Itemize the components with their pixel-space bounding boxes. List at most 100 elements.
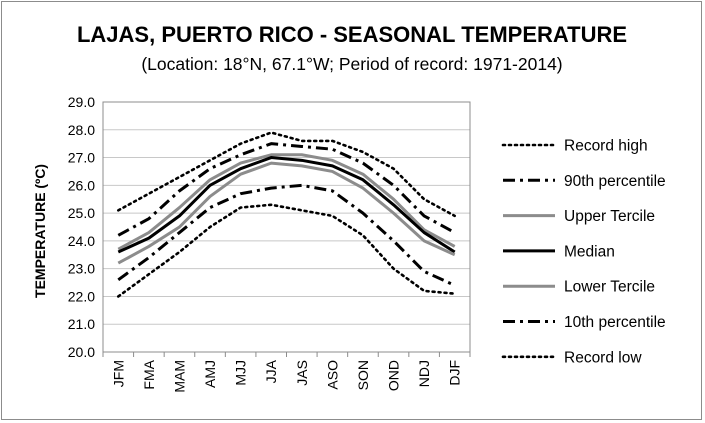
series-line-upper-tercile [117,153,456,251]
y-tick-label: 22.0 [68,288,95,304]
data-point [361,234,364,237]
data-point [117,251,120,254]
data-point [147,217,150,220]
y-tick-label: 20.0 [68,344,95,360]
data-point [392,212,395,215]
data-point [147,192,150,195]
y-tick-label: 26.0 [68,177,95,193]
data-point [423,231,426,234]
x-tick-label: OND [386,360,402,391]
data-point [270,153,273,156]
data-point [423,270,426,273]
data-point [239,153,242,156]
series-line-record-high [116,131,457,218]
data-point [361,178,364,181]
data-point [331,139,334,142]
data-point [423,214,426,217]
data-point [209,178,212,181]
data-point [361,212,364,215]
y-tick-label: 28.0 [68,122,95,138]
data-point [209,206,212,209]
data-point [117,262,120,265]
plot-area-border [102,101,471,353]
data-point [300,209,303,212]
data-point [331,189,334,192]
data-point [453,214,456,217]
series-line-10th-percentile [117,183,456,287]
data-point [300,153,303,156]
data-point [270,142,273,145]
data-point [361,187,364,190]
series-line-median [117,156,456,254]
x-tick-label: NDJ [416,360,432,387]
data-point [331,159,334,162]
data-point [117,278,120,281]
data-point [453,231,456,234]
data-point [239,173,242,176]
x-tick-label: JFM [110,360,126,387]
data-point [270,187,273,190]
legend-label: 10th percentile [564,314,666,331]
data-point [331,170,334,173]
data-point [239,142,242,145]
data-point [147,237,150,240]
y-tick-label: 25.0 [68,205,95,221]
data-point [117,209,120,212]
y-axis-label: TEMPERATURE (ºC) [32,164,48,298]
data-point [239,167,242,170]
data-point [361,151,364,154]
series-line-lower-tercile [117,161,456,265]
data-point [392,167,395,170]
y-tick-label: 21.0 [68,316,95,332]
legend-label: Record low [564,349,642,366]
data-point [300,164,303,167]
x-tick-label: FMA [141,359,157,389]
y-tick-label: 29.0 [68,94,95,110]
legend-label: Median [564,243,615,260]
data-point [239,206,242,209]
legend-label: Upper Tercile [564,208,655,225]
data-point [361,162,364,165]
data-point [147,231,150,234]
data-point [331,164,334,167]
x-tick-label: ASO [324,360,340,390]
data-point [147,256,150,259]
data-point [117,295,120,298]
data-point [392,267,395,270]
data-point [423,198,426,201]
y-tick-label: 23.0 [68,261,95,277]
data-point [300,184,303,187]
y-tick-label: 24.0 [68,233,95,249]
data-point [270,203,273,206]
data-point [178,214,181,217]
x-tick-label: SON [355,360,371,390]
data-point [178,176,181,179]
legend-label: Record high [564,138,648,155]
series-line-90th-percentile [117,142,456,237]
y-tick-label: 27.0 [68,150,95,166]
data-point [209,226,212,229]
data-point [453,284,456,287]
data-point [239,162,242,165]
x-tick-label: MJJ [233,360,249,386]
data-point [270,156,273,159]
data-point [270,162,273,165]
data-point [423,239,426,242]
data-point [270,131,273,134]
data-point [209,195,212,198]
data-point [209,167,212,170]
x-tick-label: DJF [447,360,463,386]
data-point [147,245,150,248]
data-point [453,253,456,256]
legend-label: 90th percentile [564,173,666,190]
data-point [453,245,456,248]
data-point [178,189,181,192]
data-point [361,173,364,176]
x-tick-label: JJA [263,359,279,383]
legend-label: Lower Tercile [564,279,655,296]
data-point [423,289,426,292]
chart-title: LAJAS, PUERTO RICO - SEASONAL TEMPERATUR… [77,22,627,47]
data-point [392,239,395,242]
data-point [300,139,303,142]
